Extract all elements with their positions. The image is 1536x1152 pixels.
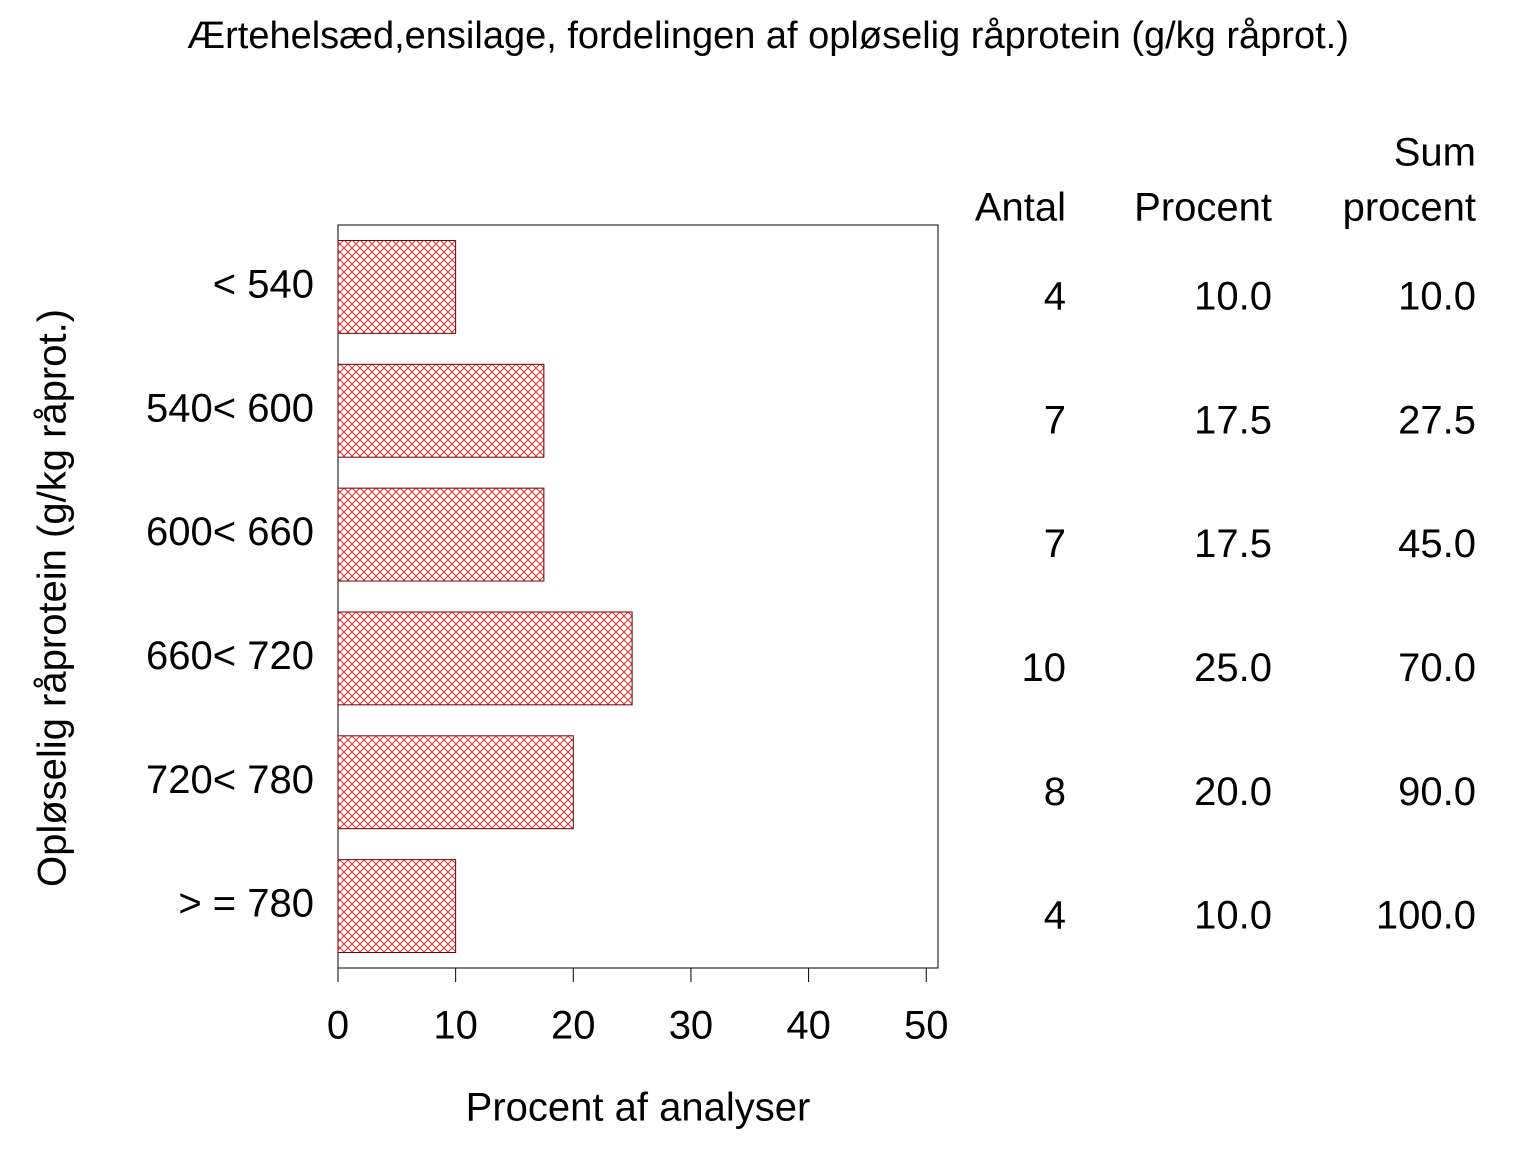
table-cell: 7 [1044, 398, 1066, 442]
value-label: 17.5 [1194, 522, 1272, 566]
x-tick-label: 40 [786, 1004, 831, 1048]
y-tick-label: 540< 600 [146, 386, 314, 430]
table-header: Procent [1134, 186, 1272, 230]
y-tick-label: 660< 720 [146, 634, 314, 678]
bar [337, 859, 457, 954]
table-cell: 10 [1022, 646, 1067, 690]
y-tick-label: 720< 780 [146, 758, 314, 802]
table-cell: 8 [1044, 770, 1066, 814]
table-cell: 7 [1044, 522, 1066, 566]
x-tick-label: 20 [551, 1004, 596, 1048]
chart-title: Ærtehelsæd,ensilage, fordelingen af oplø… [187, 15, 1349, 57]
value-label: 25.0 [1194, 646, 1272, 690]
bar [337, 239, 457, 334]
table-header: Sum [1394, 131, 1476, 175]
table-cell: 45.0 [1398, 522, 1476, 566]
table-cell: 4 [1044, 274, 1066, 318]
table-cell: 4 [1044, 894, 1066, 938]
value-label: 10.0 [1194, 274, 1272, 318]
table-header: procent [1343, 186, 1476, 230]
table-cell: 90.0 [1398, 770, 1476, 814]
plot-frame [337, 224, 939, 969]
y-axis-label: Opløselig råprotein (g/kg råprot.) [31, 309, 75, 887]
x-tick-label: 10 [433, 1004, 478, 1048]
y-tick-label: < 540 [213, 262, 314, 306]
x-tick-label: 50 [904, 1004, 949, 1048]
y-tick-label: 600< 660 [146, 510, 314, 554]
y-tick-label: > = 780 [178, 882, 314, 926]
table-cell: 27.5 [1398, 398, 1476, 442]
table-cell: 100.0 [1376, 894, 1476, 938]
bar [337, 487, 545, 582]
bar [337, 611, 633, 706]
value-label: 17.5 [1194, 398, 1272, 442]
x-axis-label: Procent af analyser [466, 1086, 811, 1130]
bar [337, 363, 545, 458]
value-label: 20.0 [1194, 770, 1272, 814]
table-header: Antal [975, 186, 1066, 230]
bar [337, 735, 574, 830]
table-cell: 70.0 [1398, 646, 1476, 690]
x-tick-label: 0 [327, 1004, 349, 1048]
value-label: 10.0 [1194, 894, 1272, 938]
table-cell: 10.0 [1398, 274, 1476, 318]
x-tick-label: 30 [669, 1004, 714, 1048]
